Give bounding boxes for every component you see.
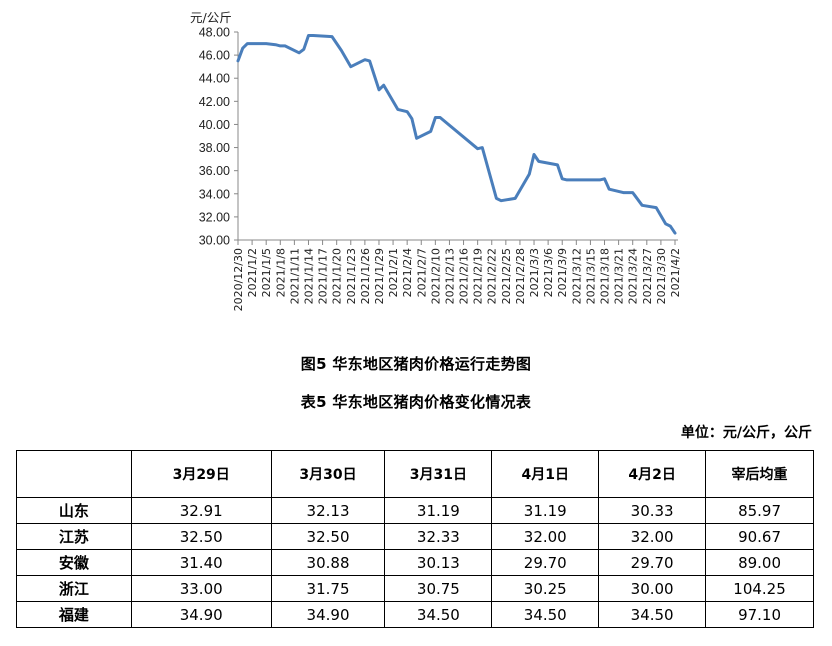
x-axis: 2020/12/30 2021/1/2 2021/1/5 2021/1/8 2021/1…	[232, 239, 682, 311]
price-cell: 34.50	[384, 601, 493, 628]
x-tick-label: 2021/2/13	[443, 248, 456, 304]
price-cell: 29.70	[598, 549, 707, 576]
x-tick-label: 2021/1/2	[246, 248, 259, 297]
price-cell: 34.90	[130, 601, 272, 628]
weight-cell: 90.67	[705, 523, 814, 550]
price-line-chart: 元/公斤 48.00 46.00 44.00 42.00 40.00 38.00 36.00…	[190, 10, 682, 311]
price-cell: 32.33	[384, 523, 493, 550]
x-tick-label: 2021/1/29	[373, 248, 386, 304]
header-avg-weight: 宰后均重	[705, 450, 814, 498]
x-tick-label: 2021/3/30	[655, 248, 668, 304]
y-tick-label: 42.00	[199, 95, 230, 109]
price-cell: 31.75	[270, 575, 386, 602]
x-tick-label: 2021/2/28	[514, 248, 527, 304]
x-tick-label: 2021/3/12	[570, 248, 583, 304]
price-series-line	[236, 34, 677, 235]
unit-note: 单位：元/公斤，公斤	[680, 425, 812, 441]
x-tick-label: 2021/3/18	[599, 248, 612, 304]
table-caption: 表5 华东地区猪肉价格变化情况表	[300, 393, 532, 411]
table-row: 江苏 32.50 32.50 32.33 32.00 32.00 90.67	[16, 523, 814, 550]
table-header-row: 3月29日 3月30日 3月31日 4月1日 4月2日 宰后均重	[16, 450, 814, 498]
x-tick-label: 2021/3/6	[542, 248, 555, 297]
y-tick-label: 36.00	[199, 164, 230, 178]
x-tick-label: 2021/1/8	[274, 248, 287, 297]
x-tick-label: 2021/2/16	[458, 248, 471, 304]
price-cell: 30.13	[384, 549, 493, 576]
price-table: 3月29日 3月30日 3月31日 4月1日 4月2日 宰后均重 山东 32.9…	[16, 450, 814, 628]
y-tick-label: 30.00	[199, 234, 230, 248]
x-tick-label: 2021/3/15	[584, 248, 597, 304]
region-cell: 山东	[16, 497, 132, 524]
x-tick-label: 2020/12/30	[232, 248, 245, 311]
header-date: 3月31日	[384, 450, 493, 498]
y-tick-label: 38.00	[199, 141, 230, 155]
price-cell: 34.50	[491, 601, 600, 628]
header-date: 4月2日	[598, 450, 707, 498]
y-tick-label: 40.00	[199, 118, 230, 132]
table-row: 福建 34.90 34.90 34.50 34.50 34.50 97.10	[16, 601, 814, 628]
x-tick-label: 2021/3/3	[528, 248, 541, 297]
x-tick-label: 2021/2/10	[429, 248, 442, 304]
price-cell: 30.00	[598, 575, 707, 602]
figure-caption: 图5 华东地区猪肉价格运行走势图	[300, 355, 532, 373]
price-cell: 31.19	[384, 497, 493, 524]
x-tick-label: 2021/3/27	[641, 248, 654, 304]
x-tick-label: 2021/2/22	[486, 248, 499, 304]
y-tick-label: 34.00	[199, 187, 230, 201]
header-date: 4月1日	[491, 450, 600, 498]
header-blank	[16, 450, 132, 498]
price-cell: 33.00	[130, 575, 272, 602]
header-date: 3月29日	[130, 450, 272, 498]
x-tick-label: 2021/2/4	[401, 248, 414, 297]
x-tick-label: 2021/1/14	[302, 248, 315, 304]
x-tick-label: 2021/1/11	[288, 248, 301, 304]
header-date: 3月30日	[270, 450, 386, 498]
x-tick-label: 2021/1/5	[260, 248, 273, 297]
x-tick-label: 2021/3/21	[613, 248, 626, 304]
weight-cell: 104.25	[705, 575, 814, 602]
weight-cell: 85.97	[705, 497, 814, 524]
weight-cell: 97.10	[705, 601, 814, 628]
table-row: 浙江 33.00 31.75 30.75 30.25 30.00 104.25	[16, 575, 814, 602]
region-cell: 江苏	[16, 523, 132, 550]
price-cell: 32.50	[270, 523, 386, 550]
price-cell: 31.40	[130, 549, 272, 576]
x-tick-label: 2021/2/19	[472, 248, 485, 304]
y-axis-unit: 元/公斤	[190, 10, 232, 25]
price-cell: 30.25	[491, 575, 600, 602]
weight-cell: 89.00	[705, 549, 814, 576]
region-cell: 浙江	[16, 575, 132, 602]
price-cell: 32.91	[130, 497, 272, 524]
region-cell: 福建	[16, 601, 132, 628]
x-tick-label: 2021/4/2	[669, 248, 682, 297]
price-cell: 32.00	[491, 523, 600, 550]
x-tick-label: 2021/2/25	[500, 248, 513, 304]
price-cell: 29.70	[491, 549, 600, 576]
y-tick-label: 46.00	[199, 49, 230, 63]
x-tick-label: 2021/3/24	[627, 248, 640, 304]
x-tick-label: 2021/1/20	[331, 248, 344, 304]
price-cell: 30.75	[384, 575, 493, 602]
table-row: 山东 32.91 32.13 31.19 31.19 30.33 85.97	[16, 497, 814, 524]
price-cell: 31.19	[491, 497, 600, 524]
y-axis: 48.00 46.00 44.00 42.00 40.00 38.00 36.00 34.00…	[199, 26, 239, 248]
x-tick-label: 2021/2/7	[415, 248, 428, 297]
x-tick-label: 2021/1/17	[317, 248, 330, 304]
x-tick-label: 2021/2/1	[387, 248, 400, 297]
x-tick-label: 2021/3/9	[556, 248, 569, 297]
price-cell: 34.50	[598, 601, 707, 628]
price-cell: 30.88	[270, 549, 386, 576]
y-tick-label: 48.00	[199, 26, 230, 40]
x-tick-label: 2021/1/23	[345, 248, 358, 304]
price-cell: 32.00	[598, 523, 707, 550]
x-tick-label: 2021/1/26	[359, 248, 372, 304]
y-tick-label: 32.00	[199, 210, 230, 224]
price-cell: 34.90	[270, 601, 386, 628]
price-cell: 32.13	[270, 497, 386, 524]
price-cell: 30.33	[598, 497, 707, 524]
y-tick-label: 44.00	[199, 72, 230, 86]
table-row: 安徽 31.40 30.88 30.13 29.70 29.70 89.00	[16, 549, 814, 576]
price-cell: 32.50	[130, 523, 272, 550]
region-cell: 安徽	[16, 549, 132, 576]
